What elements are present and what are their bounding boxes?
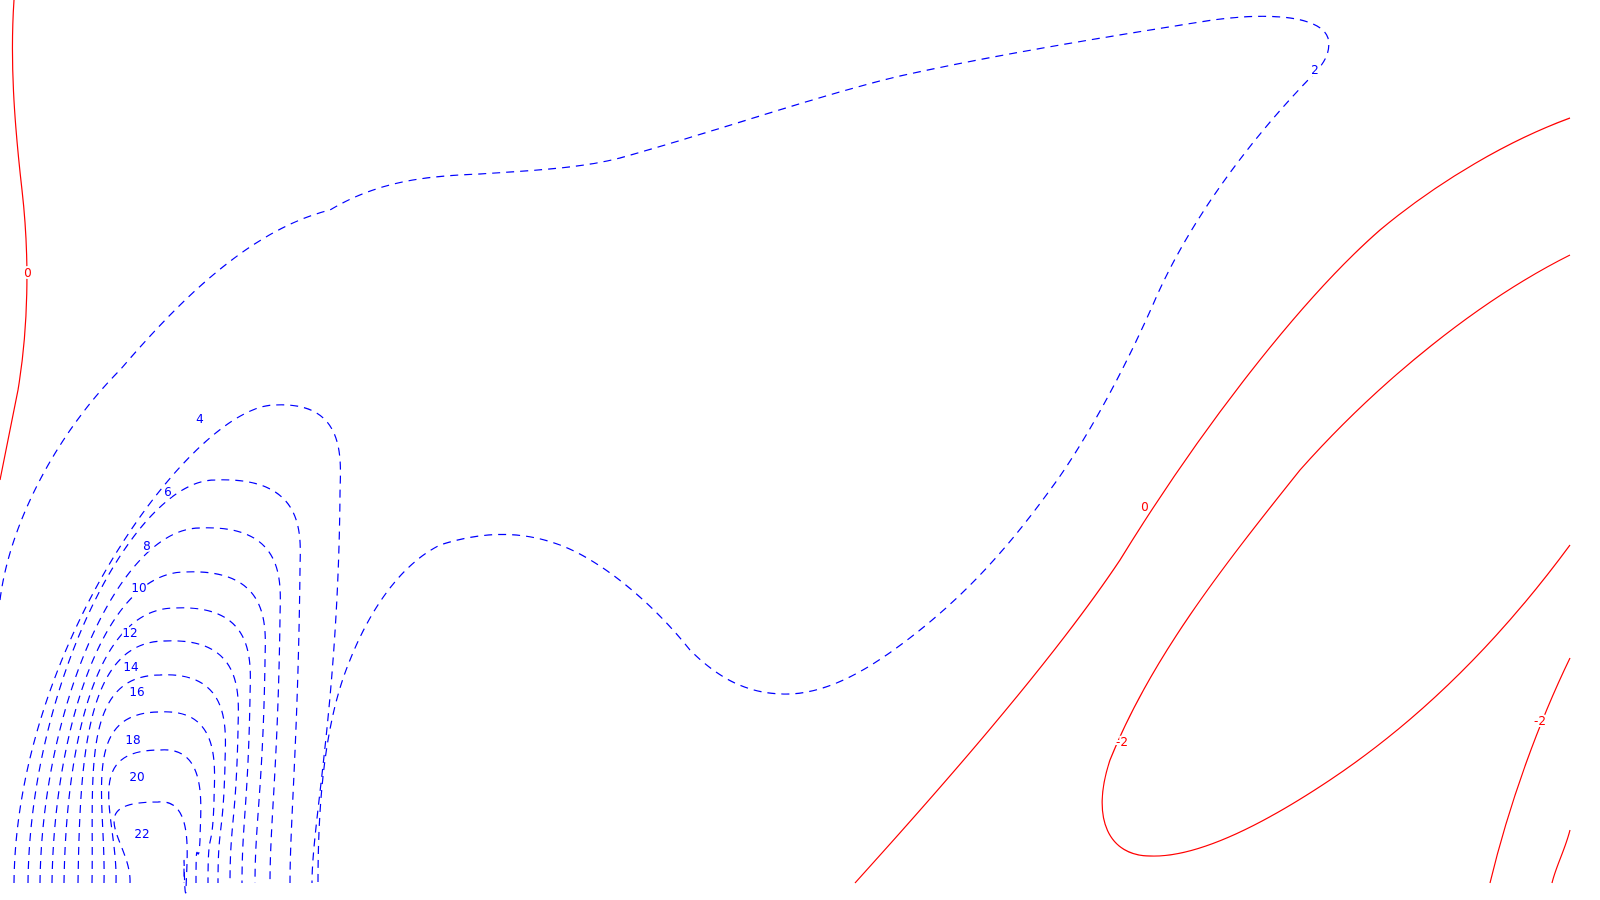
contour-line-8 (39, 527, 281, 884)
label-22: 22 (134, 827, 149, 841)
label-4: 4 (196, 412, 204, 426)
label-18: 18 (125, 733, 140, 747)
contour-line-6 (27, 479, 301, 884)
label-6: 6 (164, 485, 172, 499)
label-zero-right: 0 (1141, 500, 1149, 514)
label-zero-left: 0 (24, 266, 32, 280)
contour-line-4 (13, 404, 342, 884)
contour-line-minus2-edge (1489, 657, 1571, 884)
contour-line-14 (77, 640, 239, 884)
label-8: 8 (143, 539, 151, 553)
label-20: 20 (129, 770, 144, 784)
contour-line-20 (108, 749, 202, 884)
label-minus2-loop: -2 (1116, 735, 1128, 749)
contour-line-zero-right (854, 117, 1571, 884)
label-14: 14 (123, 660, 138, 674)
label-12: 12 (122, 626, 137, 640)
label-2: 2 (1311, 63, 1319, 77)
contour-line-zero-left (0, 0, 28, 481)
contour-line-minus2-corner (1551, 829, 1571, 884)
contour-line-22 (113, 801, 188, 894)
contour-line-2 (0, 15, 1330, 884)
contour-line-10 (51, 571, 266, 884)
label-16: 16 (129, 685, 144, 699)
contour-line-12 (63, 607, 251, 884)
contour-line-minus2-loop (1101, 254, 1571, 857)
label-minus2-edge: -2 (1534, 714, 1546, 728)
contour-line-16 (91, 674, 227, 884)
label-10: 10 (131, 581, 146, 595)
contour-line-18 (100, 711, 216, 884)
